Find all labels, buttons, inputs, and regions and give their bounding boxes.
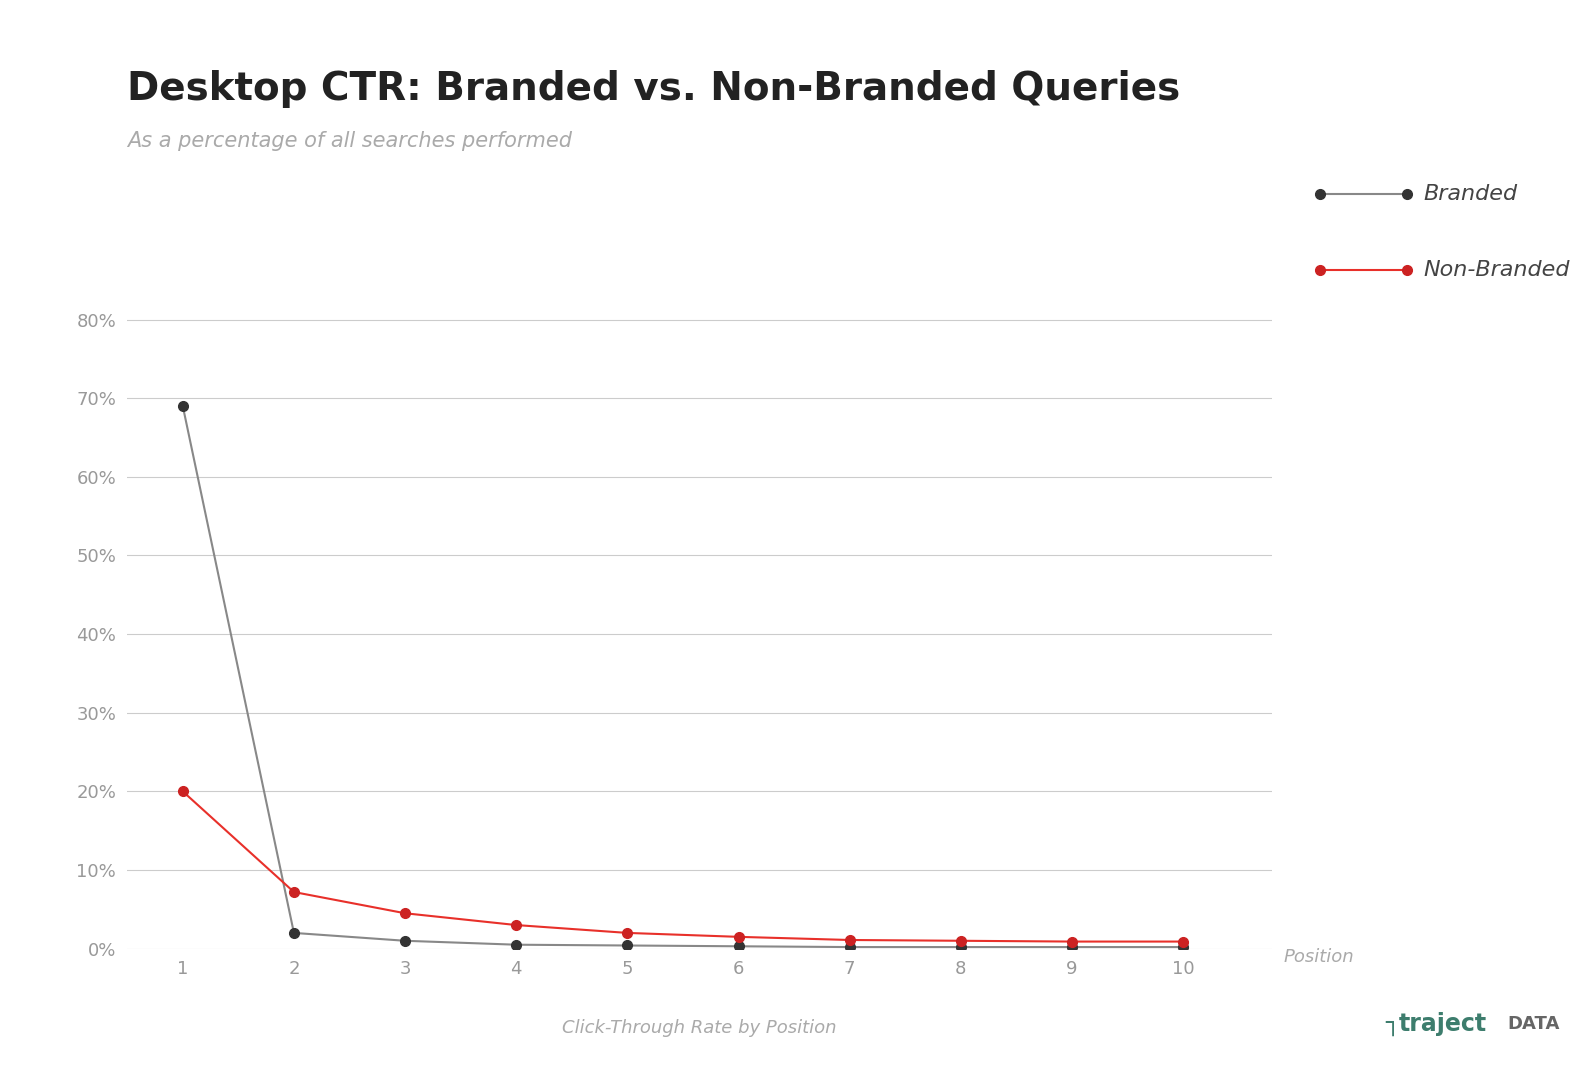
Text: Non-Branded: Non-Branded bbox=[1423, 260, 1569, 279]
Text: Desktop CTR: Branded vs. Non-Branded Queries: Desktop CTR: Branded vs. Non-Branded Que… bbox=[127, 70, 1180, 108]
Text: ┐: ┐ bbox=[1385, 1012, 1399, 1036]
Text: traject: traject bbox=[1399, 1012, 1487, 1036]
Text: Click-Through Rate by Position: Click-Through Rate by Position bbox=[563, 1019, 836, 1037]
Text: DATA: DATA bbox=[1507, 1015, 1560, 1033]
Text: As a percentage of all searches performed: As a percentage of all searches performe… bbox=[127, 130, 572, 151]
Text: Branded: Branded bbox=[1423, 184, 1517, 204]
Text: Position: Position bbox=[1283, 949, 1355, 966]
